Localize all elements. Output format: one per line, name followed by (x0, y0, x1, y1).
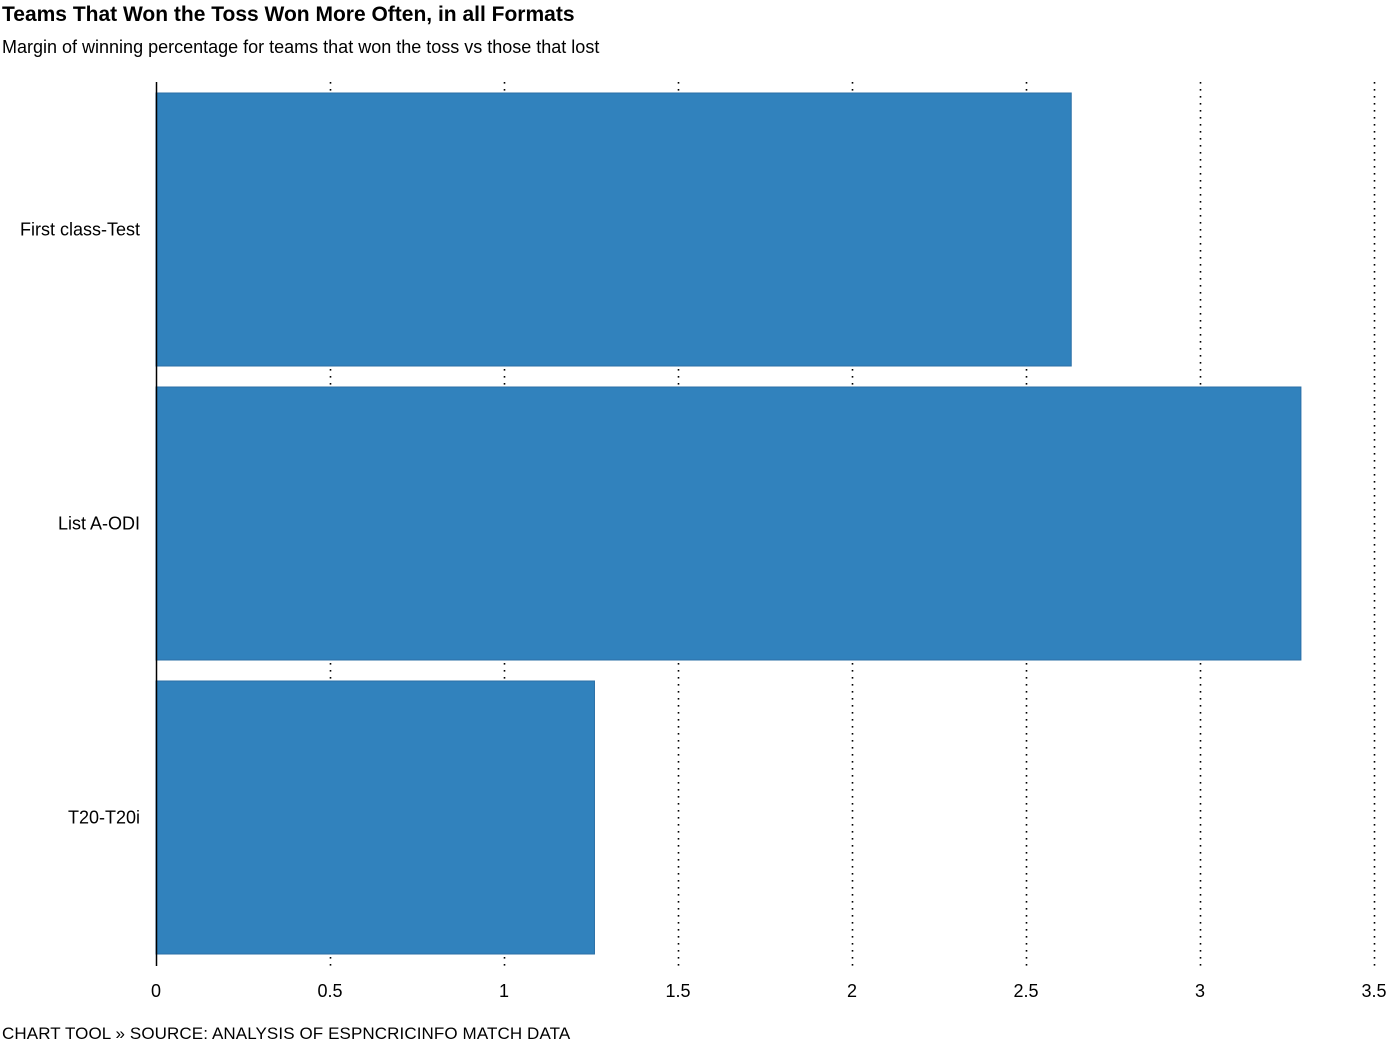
chart-subtitle: Margin of winning percentage for teams t… (2, 37, 600, 57)
x-tick-label: 1.5 (665, 981, 690, 1001)
x-tick-label: 3 (1195, 981, 1205, 1001)
x-tick-label: 2 (847, 981, 857, 1001)
x-tick-label: 2.5 (1013, 981, 1038, 1001)
bar (155, 680, 595, 955)
category-label: List A-ODI (58, 514, 140, 534)
category-label: First class-Test (20, 220, 140, 240)
x-tick-label: 0 (151, 981, 161, 1001)
category-label: T20-T20i (68, 808, 140, 828)
bars (155, 92, 1302, 955)
chart-title: Teams That Won the Toss Won More Often, … (2, 3, 575, 26)
x-tick-label: 3.5 (1361, 981, 1386, 1001)
x-tick-label: 0.5 (317, 981, 342, 1001)
category-labels: First class-Test List A-ODI T20-T20i (20, 220, 140, 828)
bar (155, 386, 1302, 661)
x-tick-label: 1 (499, 981, 509, 1001)
x-axis-tick-labels: 0 0.5 1 1.5 2 2.5 3 3.5 (151, 981, 1387, 1001)
bar (155, 92, 1072, 367)
source-footer: CHART TOOL » SOURCE: ANALYSIS OF ESPNCRI… (2, 1024, 571, 1043)
